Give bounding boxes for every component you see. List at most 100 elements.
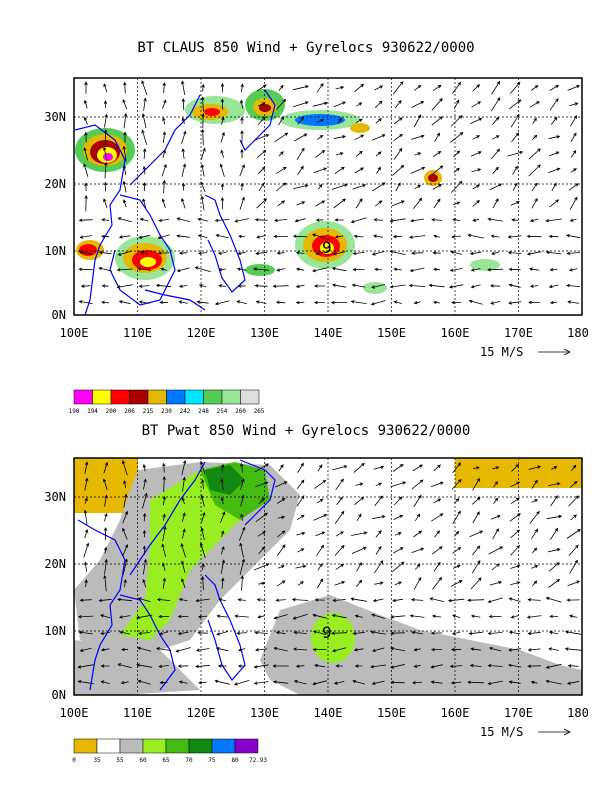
wind-arrow <box>220 98 225 110</box>
wind-arrow <box>549 98 559 111</box>
wind-arrow <box>295 284 305 288</box>
wind-arrow <box>528 267 540 271</box>
wind-arrow <box>355 198 363 209</box>
wind-arrow <box>373 234 384 238</box>
wind-arrow <box>391 200 405 207</box>
wind-arrow <box>255 251 267 256</box>
wind-arrow <box>100 614 111 619</box>
wind-arrow <box>254 218 268 222</box>
wind-arrow <box>104 113 108 128</box>
wind-arrow <box>471 497 481 505</box>
wind-arrow <box>331 283 347 288</box>
wind-arrow <box>98 598 112 603</box>
wind-arrow <box>550 116 558 125</box>
wind-arrow <box>452 564 461 569</box>
wind-arrow <box>221 116 225 125</box>
wind-arrow <box>312 267 328 273</box>
wind-arrow <box>161 163 167 177</box>
wind-arrow <box>471 559 481 574</box>
wind-arrow <box>414 184 422 190</box>
wind-arrow <box>411 547 425 553</box>
wind-arrow <box>78 250 93 255</box>
wind-arrow <box>238 234 246 239</box>
wind-arrow <box>123 480 127 489</box>
wind-arrow <box>491 135 500 140</box>
wind-arrow <box>451 300 462 305</box>
wind-arrow <box>240 116 244 125</box>
wind-arrow <box>103 461 109 474</box>
wind-arrow <box>491 80 501 95</box>
wind-arrow <box>181 80 186 95</box>
wind-arrow <box>312 101 328 107</box>
wind-arrow <box>295 664 305 668</box>
wind-arrow <box>491 251 500 255</box>
vector-reference-label: 15 M/S <box>480 725 523 739</box>
wind-arrow <box>335 478 344 491</box>
wind-arrow <box>296 531 306 536</box>
wind-arrow <box>393 147 403 160</box>
wind-arrow <box>272 664 289 668</box>
wind-arrow <box>214 218 230 223</box>
wind-arrow <box>317 464 323 472</box>
wind-arrow <box>336 496 343 506</box>
wind-arrow <box>432 576 443 590</box>
colorbar-label: 190 <box>69 408 80 415</box>
lat-labels: 30N 20N 10N 0N <box>44 490 66 702</box>
colorbar-swatch <box>147 389 167 405</box>
wind-arrow <box>354 496 365 506</box>
wind-arrow <box>356 513 362 522</box>
wind-arrow <box>567 664 579 668</box>
wind-arrow <box>450 180 463 193</box>
wind-arrow <box>277 200 286 207</box>
wind-arrow <box>413 576 422 590</box>
wind-arrow <box>508 648 522 652</box>
wind-arrow <box>138 631 151 635</box>
wind-arrow <box>296 147 305 160</box>
wind-arrow <box>507 663 522 668</box>
colorbar-label: 60 <box>139 757 147 764</box>
wind-arrow <box>430 631 443 635</box>
wind-arrow <box>510 544 520 556</box>
wind-arrow <box>471 545 481 556</box>
wind-arrow <box>333 135 347 140</box>
wind-arrow <box>428 283 445 288</box>
wind-arrow <box>352 631 365 636</box>
wind-arrow <box>472 218 480 222</box>
wind-arrow <box>316 498 324 504</box>
wind-arrow <box>355 482 364 486</box>
wind-arrow <box>548 630 559 635</box>
wind-arrow <box>314 598 325 602</box>
wind-arrow <box>116 284 133 289</box>
wind-arrow <box>276 268 285 272</box>
wind-arrow <box>162 149 166 158</box>
wind-arrow <box>312 647 327 652</box>
wind-arrow <box>470 614 481 618</box>
wind-arrow <box>487 597 503 603</box>
wind-arrow <box>237 251 246 255</box>
wind-arrow <box>375 530 382 538</box>
pwat-map-panel: 9 30N 20N 10N 0N 100E 110E 120E 130E 140… <box>44 457 589 764</box>
wind-arrow <box>239 526 246 541</box>
svg-text:30N: 30N <box>44 490 66 504</box>
wind-arrow <box>98 266 112 272</box>
wind-arrow <box>314 300 325 305</box>
wind-arrow <box>432 251 441 255</box>
wind-arrow <box>450 681 462 685</box>
wind-arrow <box>447 598 465 603</box>
wind-arrow <box>195 598 210 603</box>
wind-arrow <box>142 148 147 160</box>
wind-arrow <box>376 166 381 174</box>
wind-arrow <box>218 267 226 272</box>
wind-arrow <box>78 630 93 635</box>
lon-labels: 100E 110E 120E 130E 140E 150E 160E 170E … <box>60 706 589 720</box>
wind-arrow <box>311 233 328 239</box>
colorbar-label: 55 <box>116 757 124 764</box>
wind-arrow <box>453 201 461 206</box>
wind-arrow <box>120 680 129 685</box>
wind-arrow <box>472 466 480 470</box>
wind-arrow <box>158 218 169 222</box>
wind-arrow <box>142 512 147 522</box>
wind-arrow <box>161 562 166 571</box>
colorbar-label: 230 <box>161 408 172 415</box>
wind-arrow <box>276 580 286 587</box>
